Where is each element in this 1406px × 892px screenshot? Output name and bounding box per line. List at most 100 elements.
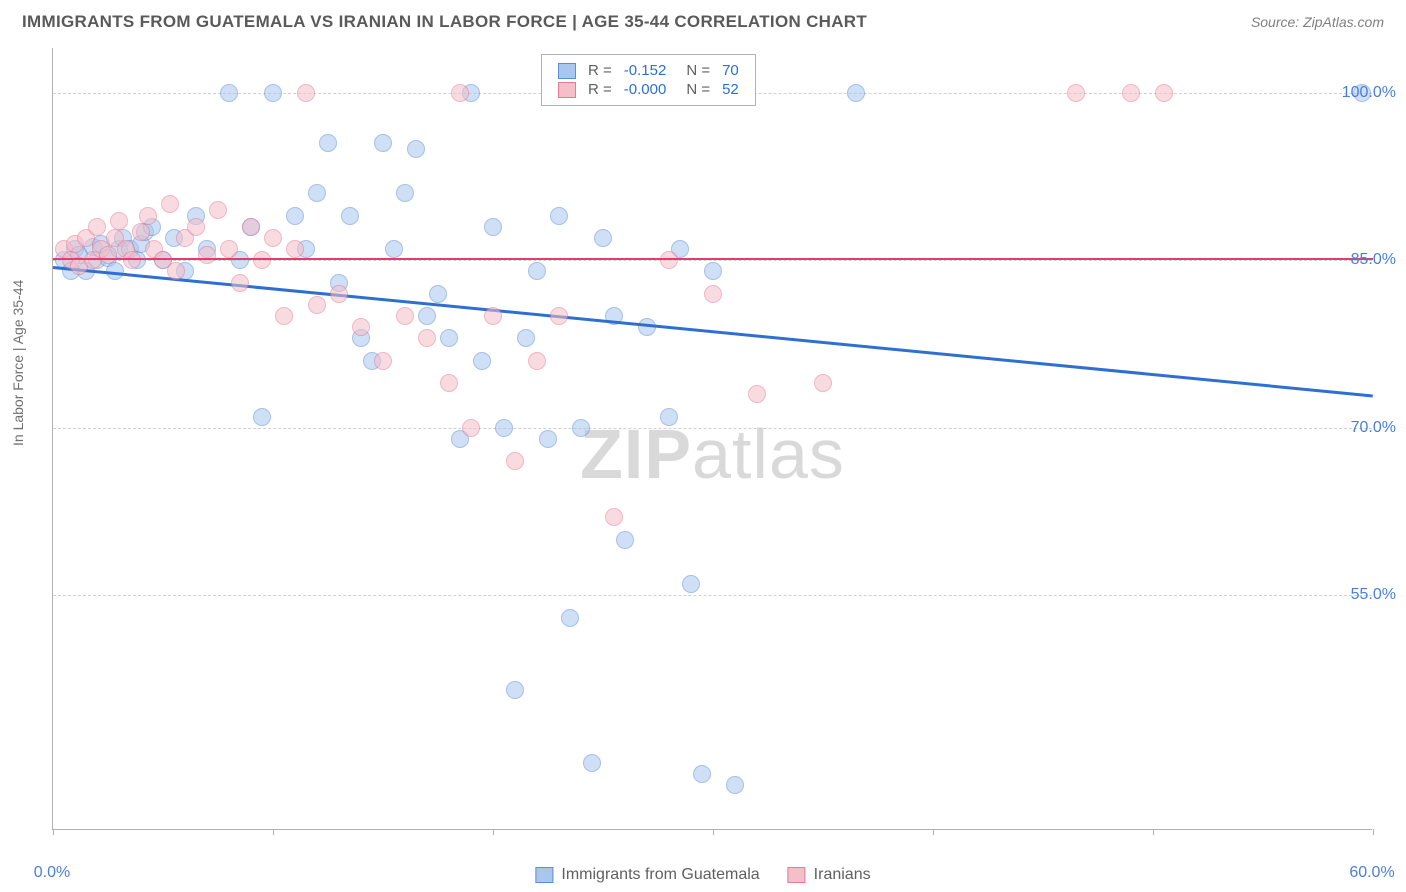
x-tick	[933, 829, 934, 835]
data-point-guatemala	[407, 140, 425, 158]
data-point-iranians	[550, 307, 568, 325]
data-point-iranians	[209, 201, 227, 219]
data-point-iranians	[253, 251, 271, 269]
x-tick-label: 60.0%	[1349, 864, 1394, 882]
legend-label: Iranians	[814, 866, 871, 884]
data-point-iranians	[139, 207, 157, 225]
x-tick	[273, 829, 274, 835]
legend-item-guatemala: Immigrants from Guatemala	[535, 866, 759, 884]
data-point-guatemala	[506, 681, 524, 699]
data-point-guatemala	[319, 134, 337, 152]
data-point-iranians	[220, 240, 238, 258]
data-point-iranians	[484, 307, 502, 325]
data-point-iranians	[660, 251, 678, 269]
x-tick-label: 0.0%	[34, 864, 70, 882]
legend-stats: R =-0.152N =70R =-0.000N =52	[541, 54, 756, 106]
gridline	[53, 428, 1372, 429]
data-point-iranians	[187, 218, 205, 236]
data-point-guatemala	[418, 307, 436, 325]
y-tick-label: 100.0%	[1342, 84, 1396, 102]
gridline	[53, 595, 1372, 596]
data-point-guatemala	[660, 408, 678, 426]
data-point-guatemala	[693, 765, 711, 783]
data-point-guatemala	[220, 84, 238, 102]
legend-swatch-guatemala	[535, 867, 553, 883]
data-point-iranians	[462, 419, 480, 437]
plot-area: ZIPatlas R =-0.152N =70R =-0.000N =52	[52, 48, 1372, 830]
data-point-iranians	[704, 285, 722, 303]
data-point-iranians	[528, 352, 546, 370]
data-point-guatemala	[572, 419, 590, 437]
data-point-guatemala	[396, 184, 414, 202]
data-point-guatemala	[594, 229, 612, 247]
data-point-iranians	[88, 218, 106, 236]
data-point-guatemala	[308, 184, 326, 202]
data-point-guatemala	[847, 84, 865, 102]
data-point-iranians	[198, 246, 216, 264]
data-point-guatemala	[429, 285, 447, 303]
data-point-iranians	[275, 307, 293, 325]
data-point-iranians	[330, 285, 348, 303]
data-point-guatemala	[682, 575, 700, 593]
data-point-iranians	[123, 251, 141, 269]
data-point-iranians	[99, 246, 117, 264]
data-point-guatemala	[550, 207, 568, 225]
data-point-guatemala	[385, 240, 403, 258]
data-point-guatemala	[374, 134, 392, 152]
data-point-guatemala	[495, 419, 513, 437]
data-point-iranians	[161, 195, 179, 213]
data-point-iranians	[418, 329, 436, 347]
data-point-iranians	[814, 374, 832, 392]
data-point-guatemala	[264, 84, 282, 102]
gridline	[53, 260, 1372, 261]
x-tick	[53, 829, 54, 835]
data-point-iranians	[308, 296, 326, 314]
watermark-rest: atlas	[692, 415, 845, 493]
data-point-iranians	[374, 352, 392, 370]
data-point-guatemala	[484, 218, 502, 236]
x-tick	[493, 829, 494, 835]
data-point-iranians	[167, 262, 185, 280]
data-point-iranians	[264, 229, 282, 247]
data-point-iranians	[748, 385, 766, 403]
data-point-iranians	[132, 223, 150, 241]
watermark-bold: ZIP	[580, 415, 692, 493]
data-point-iranians	[605, 508, 623, 526]
data-point-guatemala	[583, 754, 601, 772]
x-tick	[1153, 829, 1154, 835]
watermark: ZIPatlas	[580, 414, 845, 494]
x-tick	[1373, 829, 1374, 835]
trend-line-iranians	[53, 258, 1373, 260]
data-point-iranians	[297, 84, 315, 102]
data-point-guatemala	[473, 352, 491, 370]
data-point-iranians	[451, 84, 469, 102]
data-point-guatemala	[286, 207, 304, 225]
data-point-guatemala	[638, 318, 656, 336]
data-point-guatemala	[517, 329, 535, 347]
data-point-iranians	[110, 212, 128, 230]
y-tick-label: 70.0%	[1351, 419, 1396, 437]
legend-label: Immigrants from Guatemala	[561, 866, 759, 884]
data-point-iranians	[506, 452, 524, 470]
chart-title: IMMIGRANTS FROM GUATEMALA VS IRANIAN IN …	[22, 12, 867, 32]
data-point-iranians	[286, 240, 304, 258]
data-point-guatemala	[704, 262, 722, 280]
y-tick-label: 85.0%	[1351, 251, 1396, 269]
data-point-guatemala	[539, 430, 557, 448]
y-axis-label: In Labor Force | Age 35-44	[10, 280, 26, 446]
data-point-iranians	[231, 274, 249, 292]
data-point-guatemala	[253, 408, 271, 426]
y-tick-label: 55.0%	[1351, 586, 1396, 604]
data-point-iranians	[352, 318, 370, 336]
data-point-iranians	[440, 374, 458, 392]
data-point-guatemala	[528, 262, 546, 280]
legend-swatch-guatemala	[558, 63, 576, 79]
data-point-iranians	[1067, 84, 1085, 102]
x-tick	[713, 829, 714, 835]
legend-bottom: Immigrants from Guatemala Iranians	[535, 866, 870, 884]
data-point-guatemala	[616, 531, 634, 549]
legend-item-iranians: Iranians	[788, 866, 871, 884]
source-credit: Source: ZipAtlas.com	[1251, 14, 1384, 30]
data-point-iranians	[1122, 84, 1140, 102]
data-point-iranians	[1155, 84, 1173, 102]
